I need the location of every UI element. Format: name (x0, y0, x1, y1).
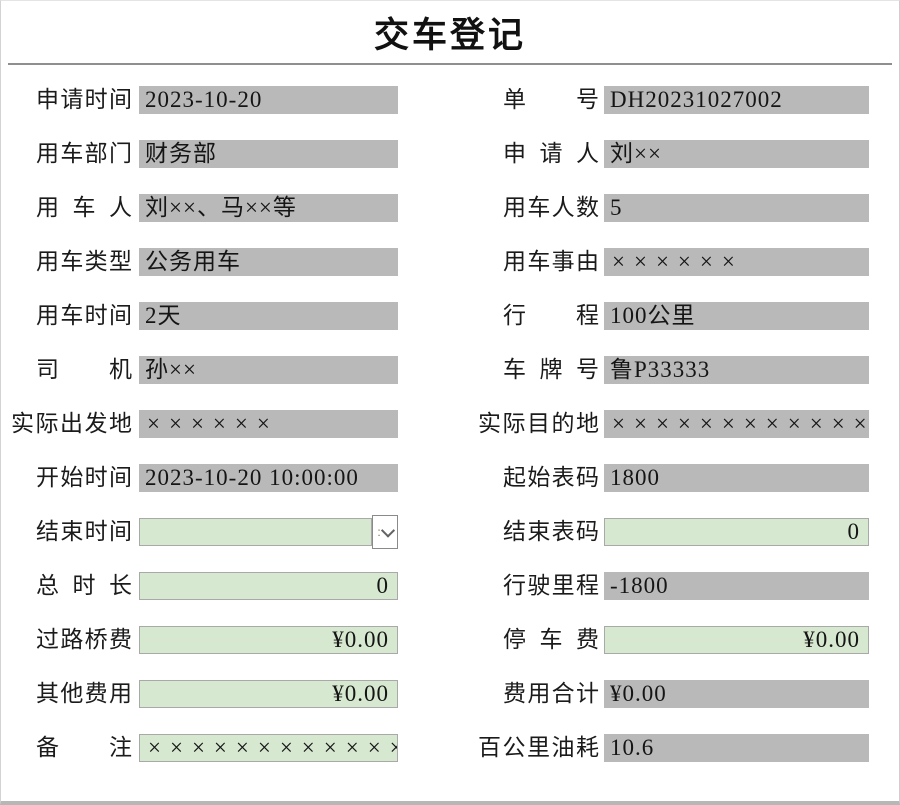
actual-destination-label: 实际目的地 (478, 411, 599, 436)
row-use-department: 用车部门 财务部 (11, 139, 398, 169)
row-fuel-consumption: 百公里油耗 10.6 (478, 733, 869, 763)
use-duration-label: 用车时间 (36, 303, 132, 328)
row-apply-time: 申请时间 2023-10-20 (11, 85, 398, 115)
use-reason-field: ×××××× (604, 248, 869, 276)
end-time-dropdown-button[interactable]: : (372, 515, 398, 549)
driver-field: 孙×× (139, 356, 398, 384)
chevron-down-icon (380, 523, 395, 538)
row-vehicle-users: 用 车 人 刘××、马××等 (11, 193, 398, 223)
end-time-field-wrap: : (139, 515, 398, 549)
other-fee-label: 其他费用 (36, 681, 132, 706)
use-type-label: 用车类型 (36, 249, 132, 274)
row-user-count: 用车人数 5 (478, 193, 869, 223)
use-department-field: 财务部 (139, 140, 398, 168)
apply-time-field: 2023-10-20 (139, 86, 398, 114)
row-applicant: 申 请 人 刘×× (478, 139, 869, 169)
row-plate-number: 车 牌 号 鲁P33333 (478, 355, 869, 385)
title-separator (8, 63, 892, 65)
row-use-reason: 用车事由 ×××××× (478, 247, 869, 277)
row-driver: 司 机 孙×× (11, 355, 398, 385)
order-number-field: DH20231027002 (604, 86, 869, 114)
row-use-type: 用车类型 公务用车 (11, 247, 398, 277)
total-duration-field[interactable]: 0 (139, 572, 398, 600)
row-start-meter: 起始表码 1800 (478, 463, 869, 493)
row-parking-fee: 停 车 费 ¥0.00 (478, 625, 869, 655)
row-actual-departure: 实际出发地 ×××××× (11, 409, 398, 439)
page-title: 交车登记 (373, 16, 526, 55)
start-meter-label: 起始表码 (503, 465, 599, 490)
row-actual-destination: 实际目的地 ×××××××××××× (478, 409, 869, 439)
applicant-label: 申 请 人 (503, 141, 599, 166)
driver-label: 司 机 (36, 357, 132, 382)
time-colon-mark: : (377, 525, 381, 539)
start-time-field: 2023-10-20 10:00:00 (139, 464, 398, 492)
row-trip-distance: 行 程 100公里 (478, 301, 869, 331)
end-time-input[interactable] (139, 518, 372, 546)
row-remarks: 备 注 ×××××××××××× (11, 733, 398, 763)
remarks-field[interactable]: ×××××××××××× (139, 734, 398, 762)
fuel-consumption-field: 10.6 (604, 734, 869, 762)
road-toll-fee-field[interactable]: ¥0.00 (139, 626, 398, 654)
total-fee-field: ¥0.00 (604, 680, 869, 708)
row-end-time: 结束时间 : (11, 515, 398, 549)
mileage-label: 行驶里程 (503, 573, 599, 598)
remarks-label: 备 注 (36, 735, 132, 760)
actual-destination-field: ×××××××××××× (604, 410, 869, 438)
use-department-label: 用车部门 (36, 141, 132, 166)
row-total-duration: 总 时 长 0 (11, 571, 398, 601)
user-count-label: 用车人数 (503, 195, 599, 220)
row-road-toll-fee: 过路桥费 ¥0.00 (11, 625, 398, 655)
user-count-field: 5 (604, 194, 869, 222)
end-meter-field[interactable]: 0 (604, 518, 869, 546)
row-other-fee: 其他费用 ¥0.00 (11, 679, 398, 709)
plate-number-field: 鲁P33333 (604, 356, 869, 384)
vehicle-users-label: 用 车 人 (36, 195, 132, 220)
vehicle-users-field: 刘××、马××等 (139, 194, 398, 222)
actual-departure-field: ×××××× (139, 410, 398, 438)
row-use-duration: 用车时间 2天 (11, 301, 398, 331)
trip-distance-label: 行 程 (503, 303, 599, 328)
start-time-label: 开始时间 (36, 465, 132, 490)
total-fee-label: 费用合计 (503, 681, 599, 706)
row-total-fee: 费用合计 ¥0.00 (478, 679, 869, 709)
end-time-label: 结束时间 (36, 519, 132, 544)
use-type-field: 公务用车 (139, 248, 398, 276)
order-number-label: 单 号 (503, 87, 599, 112)
trip-distance-field: 100公里 (604, 302, 869, 330)
fuel-consumption-label: 百公里油耗 (478, 735, 599, 760)
use-reason-label: 用车事由 (503, 249, 599, 274)
use-duration-field: 2天 (139, 302, 398, 330)
mileage-field: -1800 (604, 572, 869, 600)
road-toll-fee-label: 过路桥费 (36, 627, 132, 652)
parking-fee-field[interactable]: ¥0.00 (604, 626, 869, 654)
start-meter-field: 1800 (604, 464, 869, 492)
total-duration-label: 总 时 长 (36, 573, 132, 598)
actual-departure-label: 实际出发地 (11, 411, 132, 436)
applicant-field: 刘×× (604, 140, 869, 168)
row-start-time: 开始时间 2023-10-20 10:00:00 (11, 463, 398, 493)
plate-number-label: 车 牌 号 (503, 357, 599, 382)
end-meter-label: 结束表码 (503, 519, 599, 544)
other-fee-field[interactable]: ¥0.00 (139, 680, 398, 708)
row-end-meter: 结束表码 0 (478, 517, 869, 547)
row-order-number: 单 号 DH20231027002 (478, 85, 869, 115)
apply-time-label: 申请时间 (36, 87, 132, 112)
parking-fee-label: 停 车 费 (503, 627, 599, 652)
row-mileage: 行驶里程 -1800 (478, 571, 869, 601)
